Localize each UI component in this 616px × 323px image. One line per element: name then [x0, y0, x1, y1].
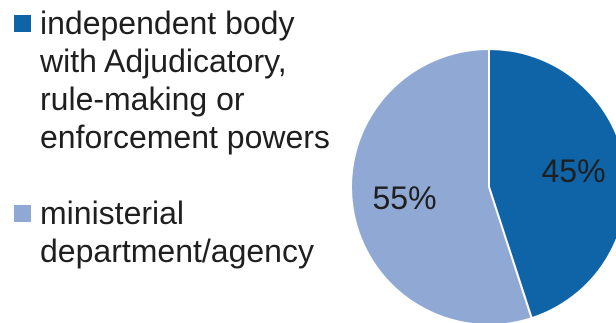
legend-swatch-independent-body	[14, 15, 31, 32]
pie-label-independent-body: 45%	[541, 153, 605, 189]
legend-item-ministerial-department: ministerial department/agency	[14, 194, 349, 270]
chart-legend: independent body with Adjudicatory, rule…	[14, 4, 349, 270]
legend-label-independent-body: independent body with Adjudicatory, rule…	[40, 5, 330, 155]
legend-swatch-ministerial-department	[14, 205, 31, 222]
pie-label-ministerial-department: 55%	[372, 180, 436, 216]
legend-item-independent-body: independent body with Adjudicatory, rule…	[14, 4, 349, 156]
pie-slice-ministerial-department	[350, 48, 533, 323]
pie-slice-independent-body	[488, 48, 616, 320]
legend-label-ministerial-department: ministerial department/agency	[40, 195, 314, 269]
